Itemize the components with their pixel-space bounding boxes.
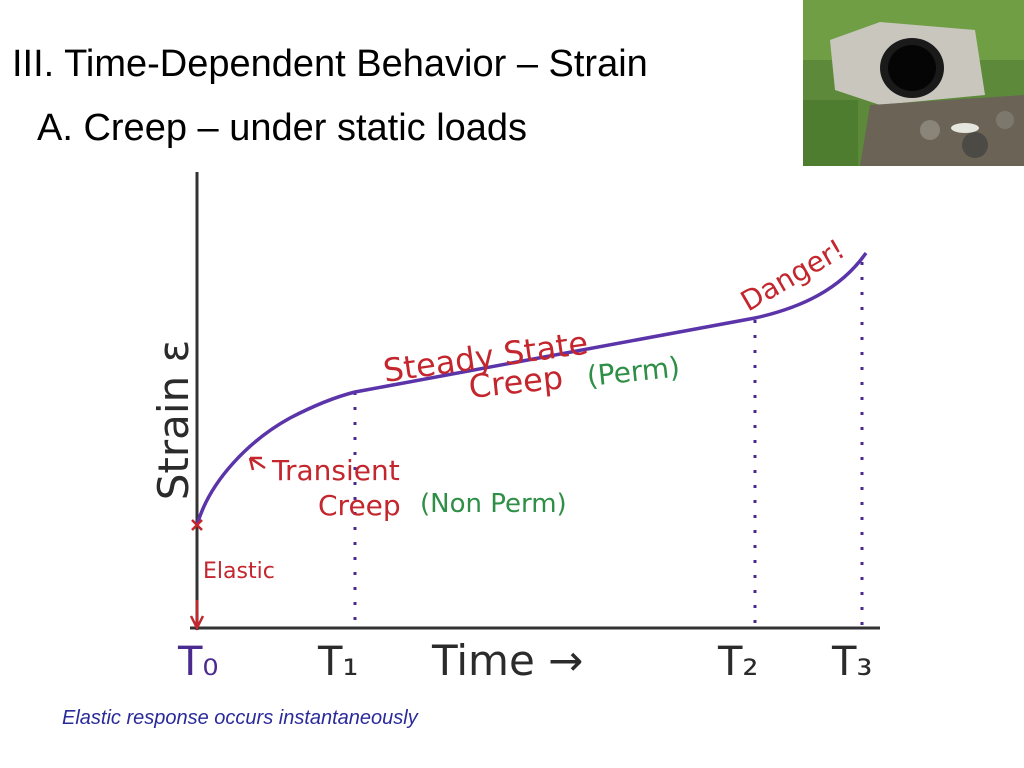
- transient-creep-label: Creep: [318, 489, 401, 522]
- transient-arrow: [248, 456, 266, 471]
- photo: [803, 0, 1024, 166]
- creep-curve: [195, 251, 868, 526]
- time-mark: T₂: [717, 639, 758, 685]
- elastic-marker: [191, 519, 203, 531]
- slide-title: III. Time-Dependent Behavior – Strain: [12, 43, 648, 85]
- caption: Elastic response occurs instantaneously: [62, 707, 419, 729]
- time-mark: T₃: [831, 639, 872, 685]
- time-mark: T₁: [317, 639, 358, 685]
- elastic-arrow: [189, 600, 205, 631]
- x-axis-label: Time →: [431, 636, 583, 685]
- y-axis-label: Strain ε: [149, 340, 198, 500]
- transient-label: Transient: [271, 454, 400, 487]
- perm-label: (Perm): [585, 350, 681, 393]
- slide-subtitle: A. Creep – under static loads: [37, 107, 527, 149]
- time-mark: T₀: [177, 639, 218, 685]
- time-guides: [353, 262, 864, 628]
- non-perm-label: (Non Perm): [420, 489, 567, 519]
- elastic-label: Elastic: [203, 559, 275, 584]
